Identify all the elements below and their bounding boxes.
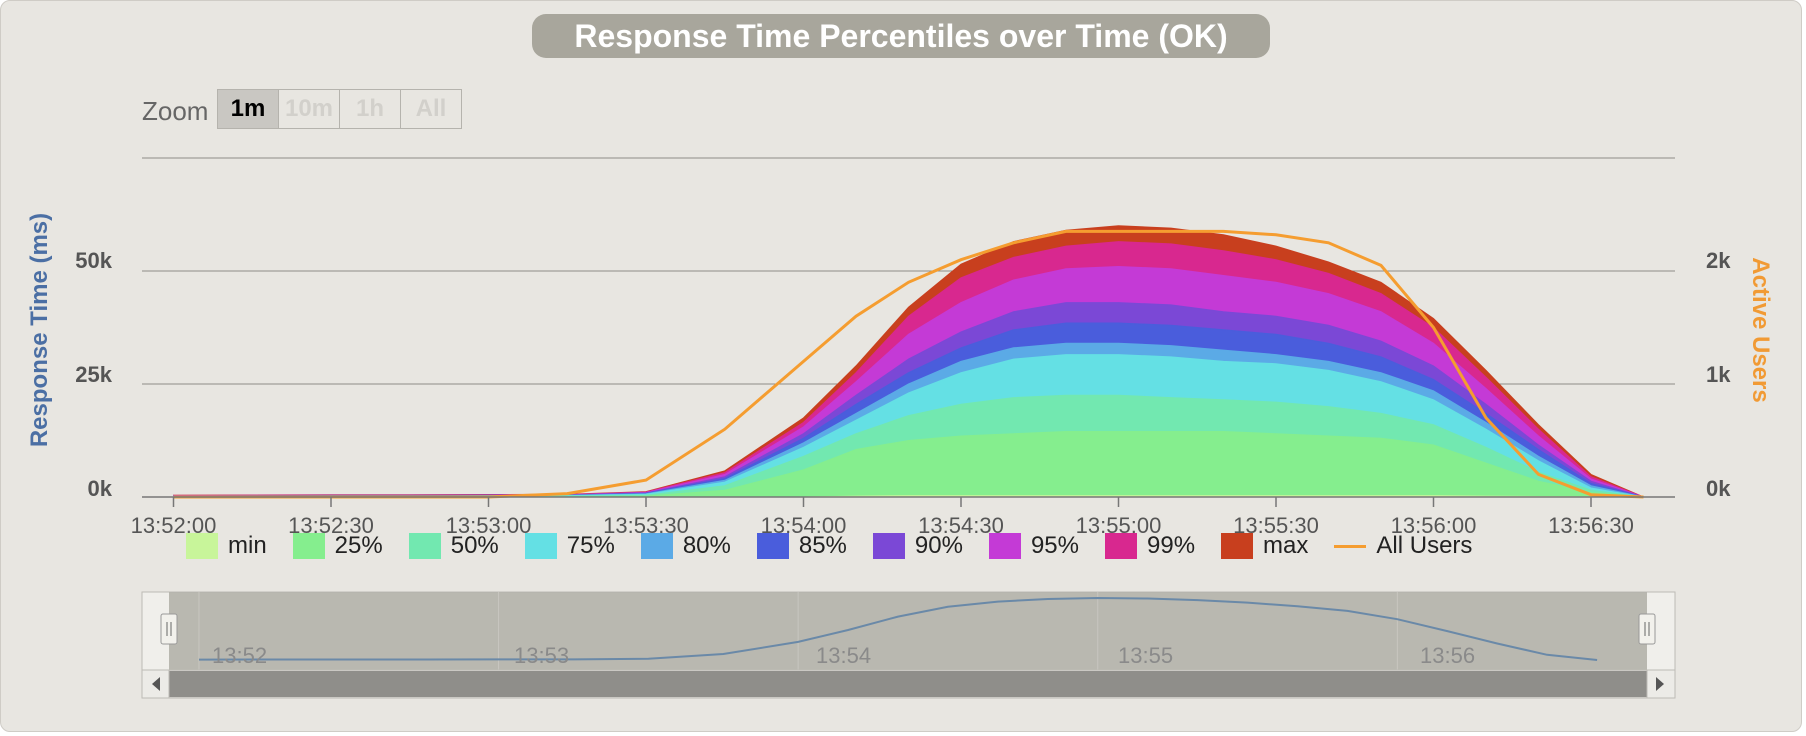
scroll-right-button[interactable] [1646,669,1676,699]
x-axis-ticks: 13:52:00 13:52:30 13:53:00 13:53:30 13:54:00… [131,497,1634,538]
legend-swatch [408,533,441,559]
zoom-1h-button[interactable]: 1h [339,89,401,129]
zoom-1m-button[interactable]: 1m [217,89,279,129]
chart-legend: min 25% 50% 75% 80% 85% 90% 95% 99% max All Users [186,530,1498,562]
zoom-all-button[interactable]: All [400,89,462,129]
legend-swatch [640,533,673,559]
legend-label: 90% [914,532,963,559]
legend-label: 75% [566,532,615,559]
legend-swatch [756,533,789,559]
legend-item-95pct[interactable]: 95% [988,532,1079,560]
legend-label: 85% [798,532,847,559]
y-left-tick-50k: 50k [75,248,112,273]
legend-label: 50% [450,532,499,559]
zoom-button-group: 1m 10m 1h All [217,89,462,129]
navigator-series-line [198,596,1598,661]
legend-label: max [1263,532,1309,559]
navigator[interactable]: 13:52 13:53 13:54 13:55 13:56 [141,591,1676,671]
legend-item-90pct[interactable]: 90% [872,532,963,560]
chart-title: Response Time Percentiles over Time (OK) [532,14,1270,58]
legend-swatch [1221,533,1254,559]
y-left-tick-25k: 25k [75,362,112,387]
legend-item-max[interactable]: max [1221,532,1308,560]
navigator-label-1354: 13:54 [816,643,871,668]
legend-swatch [988,533,1021,559]
legend-label: 95% [1030,532,1079,559]
y-right-tick-1k: 1k [1706,362,1731,387]
legend-label: min [228,532,267,559]
legend-line-swatch [1334,544,1367,548]
navigator-label-1353: 13:53 [514,643,569,668]
scroll-left-button[interactable] [141,669,170,699]
legend-item-85pct[interactable]: 85% [756,532,847,560]
navigator-left-handle[interactable] [160,613,178,645]
legend-item-all-users[interactable]: All Users [1334,532,1472,560]
legend-item-80pct[interactable]: 80% [640,532,731,560]
navigator-grid [198,592,1398,670]
scrollbar-thumb [169,671,1647,697]
navigator-label-1356: 13:56 [1420,643,1475,668]
legend-label: 80% [682,532,731,559]
series-areas [173,225,1644,498]
zoom-label: Zoom [142,96,209,126]
zoom-10m-button[interactable]: 10m [278,89,340,129]
x-tick-label-8: 13:56:00 [1391,513,1477,538]
x-tick-label-9: 13:56:30 [1548,513,1634,538]
legend-swatch [524,533,557,559]
y-right-tick-0k: 0k [1706,476,1731,501]
legend-label: All Users [1376,532,1473,559]
x-tick-label-2: 13:53:00 [446,513,532,538]
legend-swatch [872,533,905,559]
navigator-label-1355: 13:55 [1118,643,1173,668]
legend-swatch [186,533,218,559]
legend-swatch [1105,533,1137,559]
y-right-tick-2k: 2k [1706,248,1731,273]
y-left-tick-0k: 0k [88,476,113,501]
legend-swatch [292,533,325,559]
legend-item-25pct[interactable]: 25% [292,532,383,560]
navigator-label-1352: 13:52 [212,643,267,668]
legend-item-min[interactable]: min [186,532,267,560]
scrollbar[interactable] [141,669,1676,699]
legend-item-99pct[interactable]: 99% [1105,532,1195,560]
navigator-selection [169,592,1647,670]
navigator-right-handle[interactable] [1638,613,1656,645]
legend-label: 99% [1147,532,1196,559]
legend-item-75pct[interactable]: 75% [524,532,615,560]
legend-item-50pct[interactable]: 50% [408,532,499,560]
legend-label: 25% [334,532,383,559]
